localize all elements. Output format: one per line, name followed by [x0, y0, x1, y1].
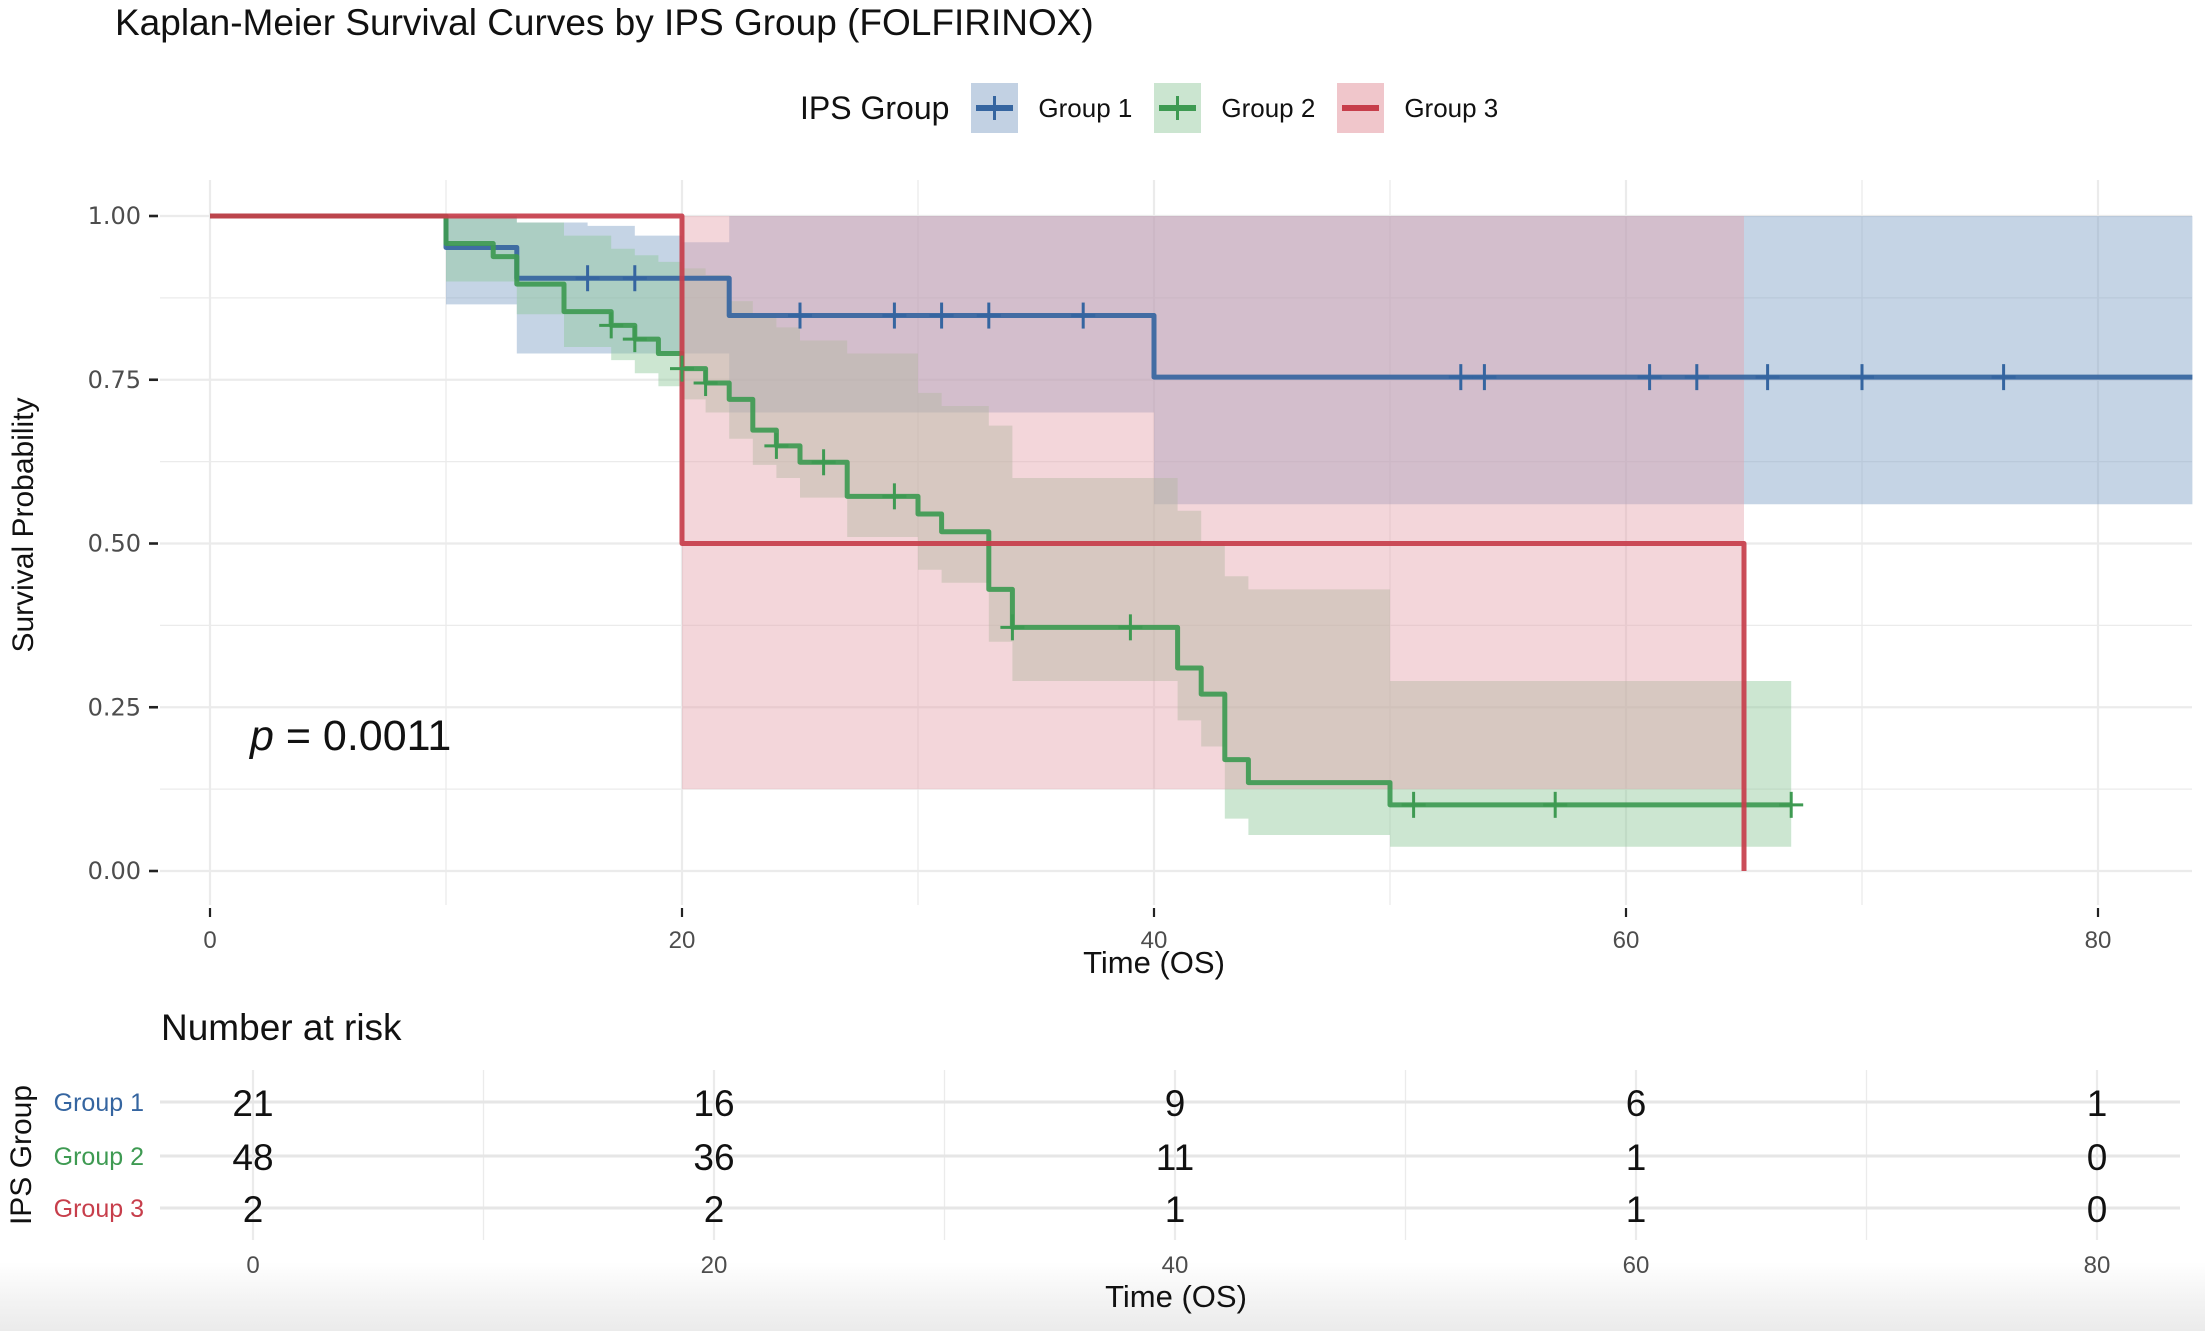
y-tick-label: 0.00	[88, 857, 141, 885]
censor-mark	[764, 432, 789, 459]
risk-table-title: Number at risk	[161, 1007, 402, 1048]
risk-row-label: Group 1	[54, 1089, 144, 1117]
risk-count: 48	[232, 1137, 273, 1178]
censor-mark	[1071, 302, 1096, 329]
censor-mark	[1991, 364, 2016, 391]
risk-count: 21	[232, 1083, 273, 1124]
censor-mark	[622, 265, 647, 292]
risk-table-y-label: IPS Group	[5, 1084, 38, 1226]
y-tick-label: 0.25	[88, 693, 141, 721]
x-tick-label: 60	[1613, 927, 1640, 954]
censor-mark	[599, 312, 624, 339]
y-tick-label: 1.00	[88, 202, 141, 230]
x-tick-label: 0	[203, 927, 216, 954]
ci-band-group-2	[446, 216, 1792, 847]
risk-count: 9	[1165, 1083, 1186, 1124]
legend-label-group-2: Group 2	[1221, 92, 1316, 123]
risk-count: 0	[2087, 1189, 2108, 1230]
legend: IPS Group Group 1 Group 2 Group 3	[800, 82, 1520, 134]
censor-mark	[622, 326, 647, 353]
censor-mark	[1850, 364, 1874, 391]
risk-count: 1	[1626, 1137, 1647, 1178]
censor-mark	[882, 483, 907, 510]
risk-count: 2	[243, 1189, 264, 1230]
censor-mark	[1118, 614, 1143, 641]
censor-mark	[929, 302, 954, 329]
risk-x-tick-label: 20	[701, 1252, 728, 1279]
p-value-annotation: p = 0.0011	[250, 712, 451, 761]
x-axis-label: Time (OS)	[1083, 945, 1225, 980]
censor-mark	[1543, 791, 1568, 818]
p-value-text: = 0.0011	[273, 712, 452, 760]
p-symbol: p	[250, 712, 274, 760]
ci-band-group-3	[682, 216, 1744, 790]
x-tick-label: 20	[669, 927, 696, 954]
chart-title: Kaplan-Meier Survival Curves by IPS Grou…	[115, 2, 1094, 43]
censor-mark	[811, 449, 836, 476]
censor-mark	[1448, 364, 1473, 391]
x-tick-label: 40	[1141, 927, 1168, 954]
risk-table-x-label: Time (OS)	[1105, 1279, 1247, 1314]
legend-key-group-2	[1154, 83, 1202, 133]
risk-count: 1	[1165, 1189, 1186, 1230]
risk-count: 1	[1626, 1189, 1647, 1230]
censor-mark	[670, 355, 694, 382]
risk-x-tick-label: 60	[1623, 1252, 1650, 1279]
risk-count: 1	[2087, 1083, 2108, 1124]
risk-count: 11	[1156, 1137, 1194, 1178]
censor-mark	[1472, 364, 1497, 391]
km-curve-group-3	[210, 213, 1747, 871]
censor-mark	[1684, 364, 1709, 391]
censor-mark	[1637, 364, 1662, 391]
censor-marks	[575, 265, 2016, 818]
risk-count: 36	[693, 1137, 734, 1178]
risk-row-label: Group 2	[54, 1143, 144, 1171]
censor-mark	[1401, 791, 1426, 818]
legend-label-group-1: Group 1	[1038, 92, 1133, 123]
risk-row-label: Group 3	[54, 1195, 144, 1223]
censor-mark	[1779, 791, 1804, 818]
risk-count: 16	[693, 1083, 734, 1124]
censor-mark	[976, 302, 1001, 329]
confidence-bands	[446, 216, 2193, 847]
censor-mark	[788, 302, 812, 329]
legend-key-group-3	[1337, 83, 1385, 133]
y-tick-label: 0.75	[88, 366, 141, 394]
censor-mark	[1000, 614, 1025, 641]
risk-count: 2	[704, 1189, 725, 1230]
censor-mark	[882, 302, 907, 329]
risk-count: 6	[1626, 1083, 1647, 1124]
legend-label-group-3: Group 3	[1404, 92, 1499, 123]
risk-x-tick-label: 0	[246, 1252, 259, 1279]
risk-x-tick-label: 40	[1162, 1252, 1189, 1279]
risk-count: 0	[2087, 1137, 2108, 1178]
y-tick-label: 0.50	[88, 530, 141, 558]
axes: 0 20 40 60 80 0.00 0.25 0.50 0.75 1.00	[88, 202, 2112, 954]
ci-band-group-1	[446, 216, 2193, 505]
y-axis-label: Survival Probability	[7, 397, 40, 653]
x-tick-label: 80	[2085, 927, 2112, 954]
legend-title: IPS Group	[800, 89, 950, 126]
censor-mark	[1755, 364, 1780, 391]
censor-mark	[575, 265, 600, 292]
censor-mark	[693, 370, 718, 397]
legend-key-group-1	[971, 83, 1019, 133]
risk-x-tick-label: 80	[2084, 1252, 2111, 1279]
